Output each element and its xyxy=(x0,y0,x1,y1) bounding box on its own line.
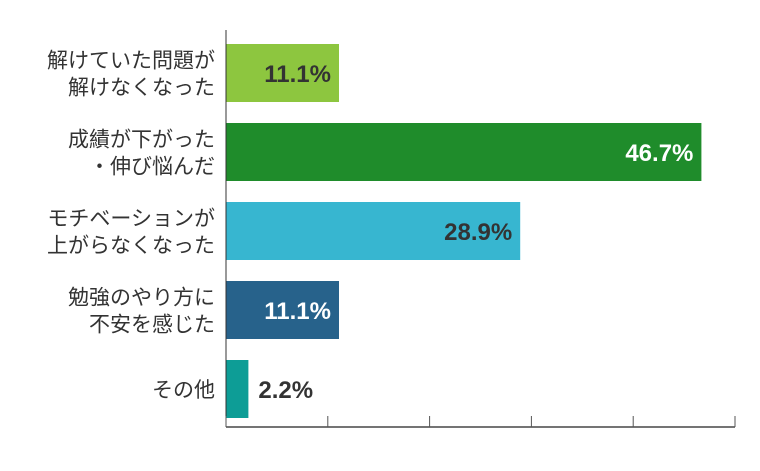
category-label-line: 勉強のやり方に xyxy=(68,286,215,310)
category-label-line: 解けていた問題が xyxy=(47,49,215,73)
category-label-line: 不安を感じた xyxy=(89,313,215,337)
category-label-line: モチベーションが xyxy=(47,207,215,231)
category-label-line: 成績が下がった xyxy=(68,128,215,152)
data-label: 11.1% xyxy=(264,298,331,325)
data-label: 46.7% xyxy=(625,140,693,167)
category-label-line: 解けなくなった xyxy=(68,76,215,100)
category-label-line: その他 xyxy=(152,378,215,402)
bar-1 xyxy=(226,123,702,181)
category-label: 解けていた問題が解けなくなった xyxy=(47,49,215,100)
data-label: 2.2% xyxy=(258,377,313,404)
category-label: その他 xyxy=(152,378,215,402)
bar-4 xyxy=(226,360,249,418)
bar-3 xyxy=(226,281,339,339)
category-label-line: ・伸び悩んだ xyxy=(89,155,215,179)
data-label: 11.1% xyxy=(264,61,331,88)
category-label: 成績が下がった・伸び悩んだ xyxy=(68,128,215,179)
category-label-line: 上がらなくなった xyxy=(47,234,215,258)
category-label: モチベーションが上がらなくなった xyxy=(47,207,215,258)
data-label: 28.9% xyxy=(444,219,512,246)
bar-2 xyxy=(226,202,521,260)
category-label: 勉強のやり方に不安を感じた xyxy=(68,286,215,337)
bar-0 xyxy=(226,44,339,102)
